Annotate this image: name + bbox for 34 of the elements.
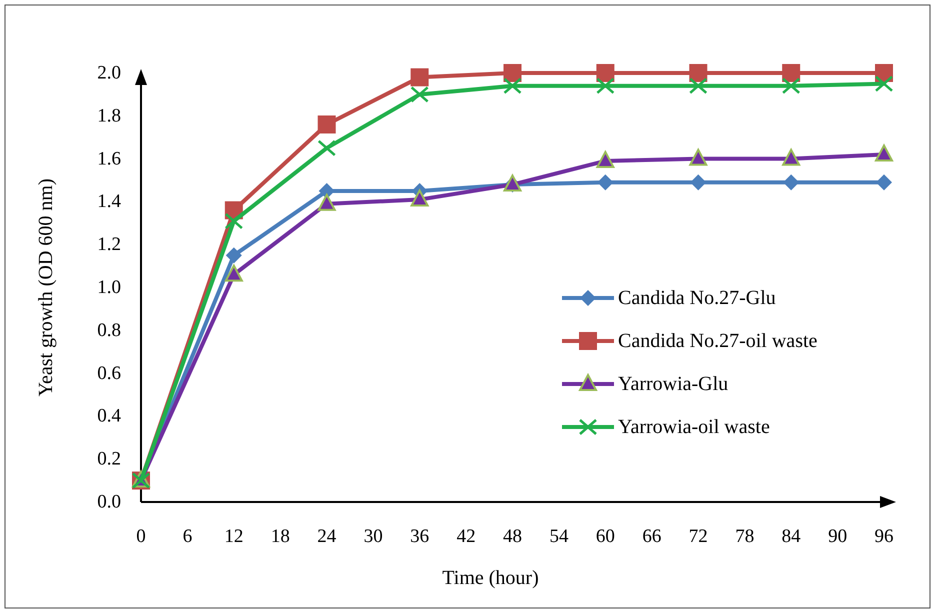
x-tick-label: 36 [410, 526, 430, 547]
x-tick-label: 96 [874, 526, 894, 547]
x-tick-label: 24 [317, 526, 337, 547]
x-tick-label: 12 [224, 526, 244, 547]
x-tick-label: 72 [688, 526, 708, 547]
y-tick-label: 0.4 [97, 406, 122, 427]
x-tick-label: 18 [270, 526, 290, 547]
x-tick-label: 6 [182, 526, 192, 547]
y-tick-label: 0.2 [97, 448, 121, 470]
legend-label: Candida No.27-oil waste [618, 330, 818, 352]
y-tick-label: 2.0 [97, 62, 121, 84]
x-tick-label: 78 [735, 526, 754, 547]
x-tick-label: 30 [364, 526, 383, 547]
x-tick-label: 60 [596, 526, 615, 547]
x-axis-title: Time (hour) [442, 567, 539, 589]
x-tick-label: 66 [642, 526, 662, 547]
legend-label: Yarrowia-oil waste [618, 416, 770, 438]
y-tick-label: 1.0 [97, 277, 121, 298]
x-tick-label: 0 [136, 526, 146, 547]
x-tick-label: 54 [549, 526, 569, 547]
x-tick-label: 90 [828, 526, 848, 547]
x-tick-label: 48 [503, 526, 522, 547]
x-tick-label: 42 [456, 526, 476, 547]
y-tick-label: 1.4 [97, 191, 122, 212]
y-tick-label: 0.0 [97, 492, 121, 512]
legend-label: Candida No.27-Glu [618, 287, 776, 309]
x-tick-label: 84 [782, 526, 802, 547]
y-tick-label: 0.6 [97, 362, 121, 384]
y-axis-title: Yeast growth (OD 600 nm) [35, 178, 57, 396]
legend-label: Yarrowia-Glu [618, 373, 728, 395]
y-tick-label: 0.8 [97, 320, 121, 341]
y-tick-label: 1.2 [97, 234, 121, 256]
y-tick-label: 1.6 [97, 148, 121, 170]
y-tick-label: 1.8 [97, 105, 121, 126]
